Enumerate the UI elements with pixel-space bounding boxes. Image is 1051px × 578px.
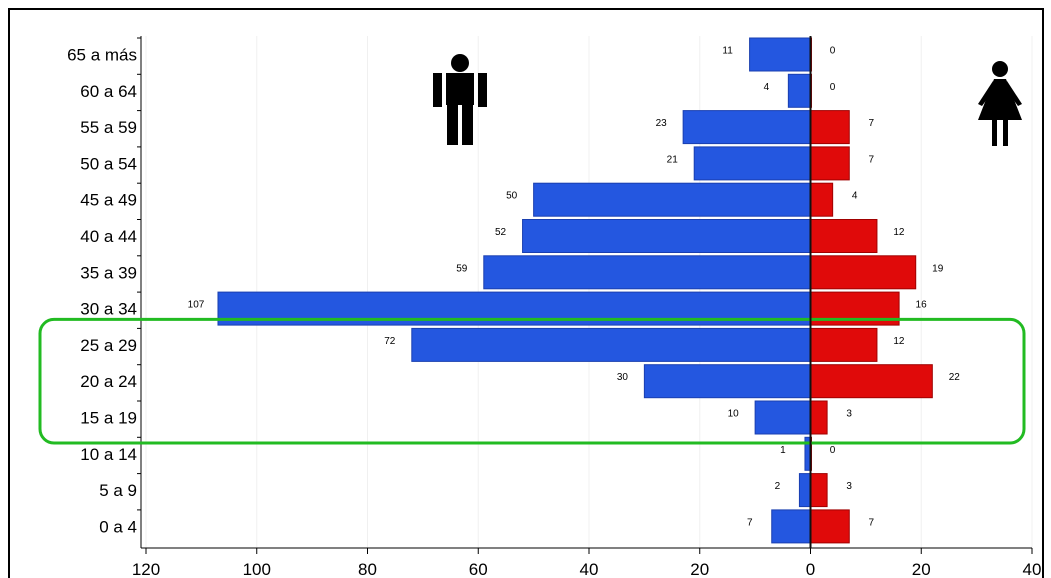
x-tick-label: 40: [1023, 560, 1042, 576]
bar-male: [693, 146, 812, 181]
category-label: 5 a 9: [99, 481, 137, 500]
male-icon: [433, 54, 487, 145]
value-label-female: 7: [868, 118, 874, 129]
bar-female: [810, 182, 834, 217]
bar-male: [522, 219, 811, 253]
x-tick-label: 60: [469, 560, 488, 576]
value-label-male: 7: [747, 517, 753, 528]
category-label: 40 a 44: [80, 227, 137, 246]
category-label: 10 a 14: [80, 445, 137, 464]
value-label-male: 2: [775, 481, 781, 492]
value-label-male: 11: [722, 46, 733, 57]
category-labels: 65 a más 60 a 64 55 a 59 50 a 54 45 a 49 40 a…: [67, 46, 137, 537]
x-tick-label: 80: [358, 560, 377, 576]
female-icon: [978, 61, 1022, 146]
bar-male: [533, 182, 811, 217]
bar-female: [810, 110, 850, 145]
bar-male: [754, 400, 811, 435]
bar-male: [411, 327, 811, 362]
category-label: 45 a 49: [80, 191, 137, 210]
bar-male: [787, 73, 811, 108]
bar-male: [749, 37, 812, 72]
bar-male: [643, 364, 811, 399]
bar-female: [810, 364, 933, 399]
category-label: 30 a 34: [80, 300, 137, 319]
x-tick-label: 20: [912, 560, 931, 576]
category-label: 0 a 4: [99, 517, 137, 536]
value-label-male: 1: [780, 445, 786, 456]
value-label-female: 7: [868, 517, 874, 528]
bar-female: [810, 219, 878, 253]
category-label: 20 a 24: [80, 372, 137, 391]
category-label: 60 a 64: [80, 82, 137, 101]
value-label-male: 50: [506, 191, 518, 202]
value-label-male: 52: [495, 227, 507, 238]
category-label: 25 a 29: [80, 336, 137, 355]
value-label-female: 22: [949, 372, 961, 383]
bar-male: [771, 509, 811, 544]
bar-female: [810, 255, 917, 290]
bar-female: [810, 509, 850, 544]
value-label-female: 3: [846, 409, 852, 420]
value-label-male: 10: [728, 409, 740, 420]
x-axis-ticks: 120 100 80 60 40 20 0 20 40: [132, 36, 1042, 576]
value-label-male: 21: [667, 154, 679, 165]
x-tick-label: 0: [806, 560, 815, 576]
category-label: 15 a 19: [80, 409, 137, 428]
value-label-male: 23: [656, 118, 668, 129]
bar-female: [810, 327, 878, 362]
bar-female: [810, 146, 850, 181]
category-label: 35 a 39: [80, 263, 137, 282]
value-label-female: 0: [830, 46, 836, 57]
value-label-female: 3: [846, 481, 852, 492]
bar-male: [682, 110, 812, 145]
category-label: 65 a más: [67, 46, 137, 65]
value-label-female: 19: [932, 263, 944, 274]
value-label-female: 4: [852, 191, 858, 202]
value-label-female: 12: [893, 227, 905, 238]
value-label-female: 7: [868, 154, 874, 165]
bar-male: [483, 255, 811, 290]
value-label-female: 0: [830, 445, 836, 456]
bar-male: [798, 473, 811, 508]
x-tick-label: 100: [243, 560, 271, 576]
bar-female: [810, 473, 828, 508]
category-label: 55 a 59: [80, 118, 137, 137]
value-label-female: 12: [893, 336, 905, 347]
value-label-male: 107: [188, 300, 205, 311]
category-label: 50 a 54: [80, 154, 137, 173]
value-label-male: 30: [617, 372, 629, 383]
value-label-female: 0: [830, 82, 836, 93]
value-label-male: 4: [764, 82, 770, 93]
x-tick-label: 120: [132, 560, 160, 576]
highlight-box: [38, 317, 1026, 445]
x-tick-label: 20: [690, 560, 709, 576]
bars-group: [217, 37, 933, 544]
value-label-male: 72: [384, 336, 396, 347]
value-label-female: 16: [916, 300, 928, 311]
value-label-male: 59: [456, 263, 468, 274]
chart-frame: [8, 8, 1044, 578]
bar-female: [810, 400, 828, 435]
x-tick-label: 40: [580, 560, 599, 576]
